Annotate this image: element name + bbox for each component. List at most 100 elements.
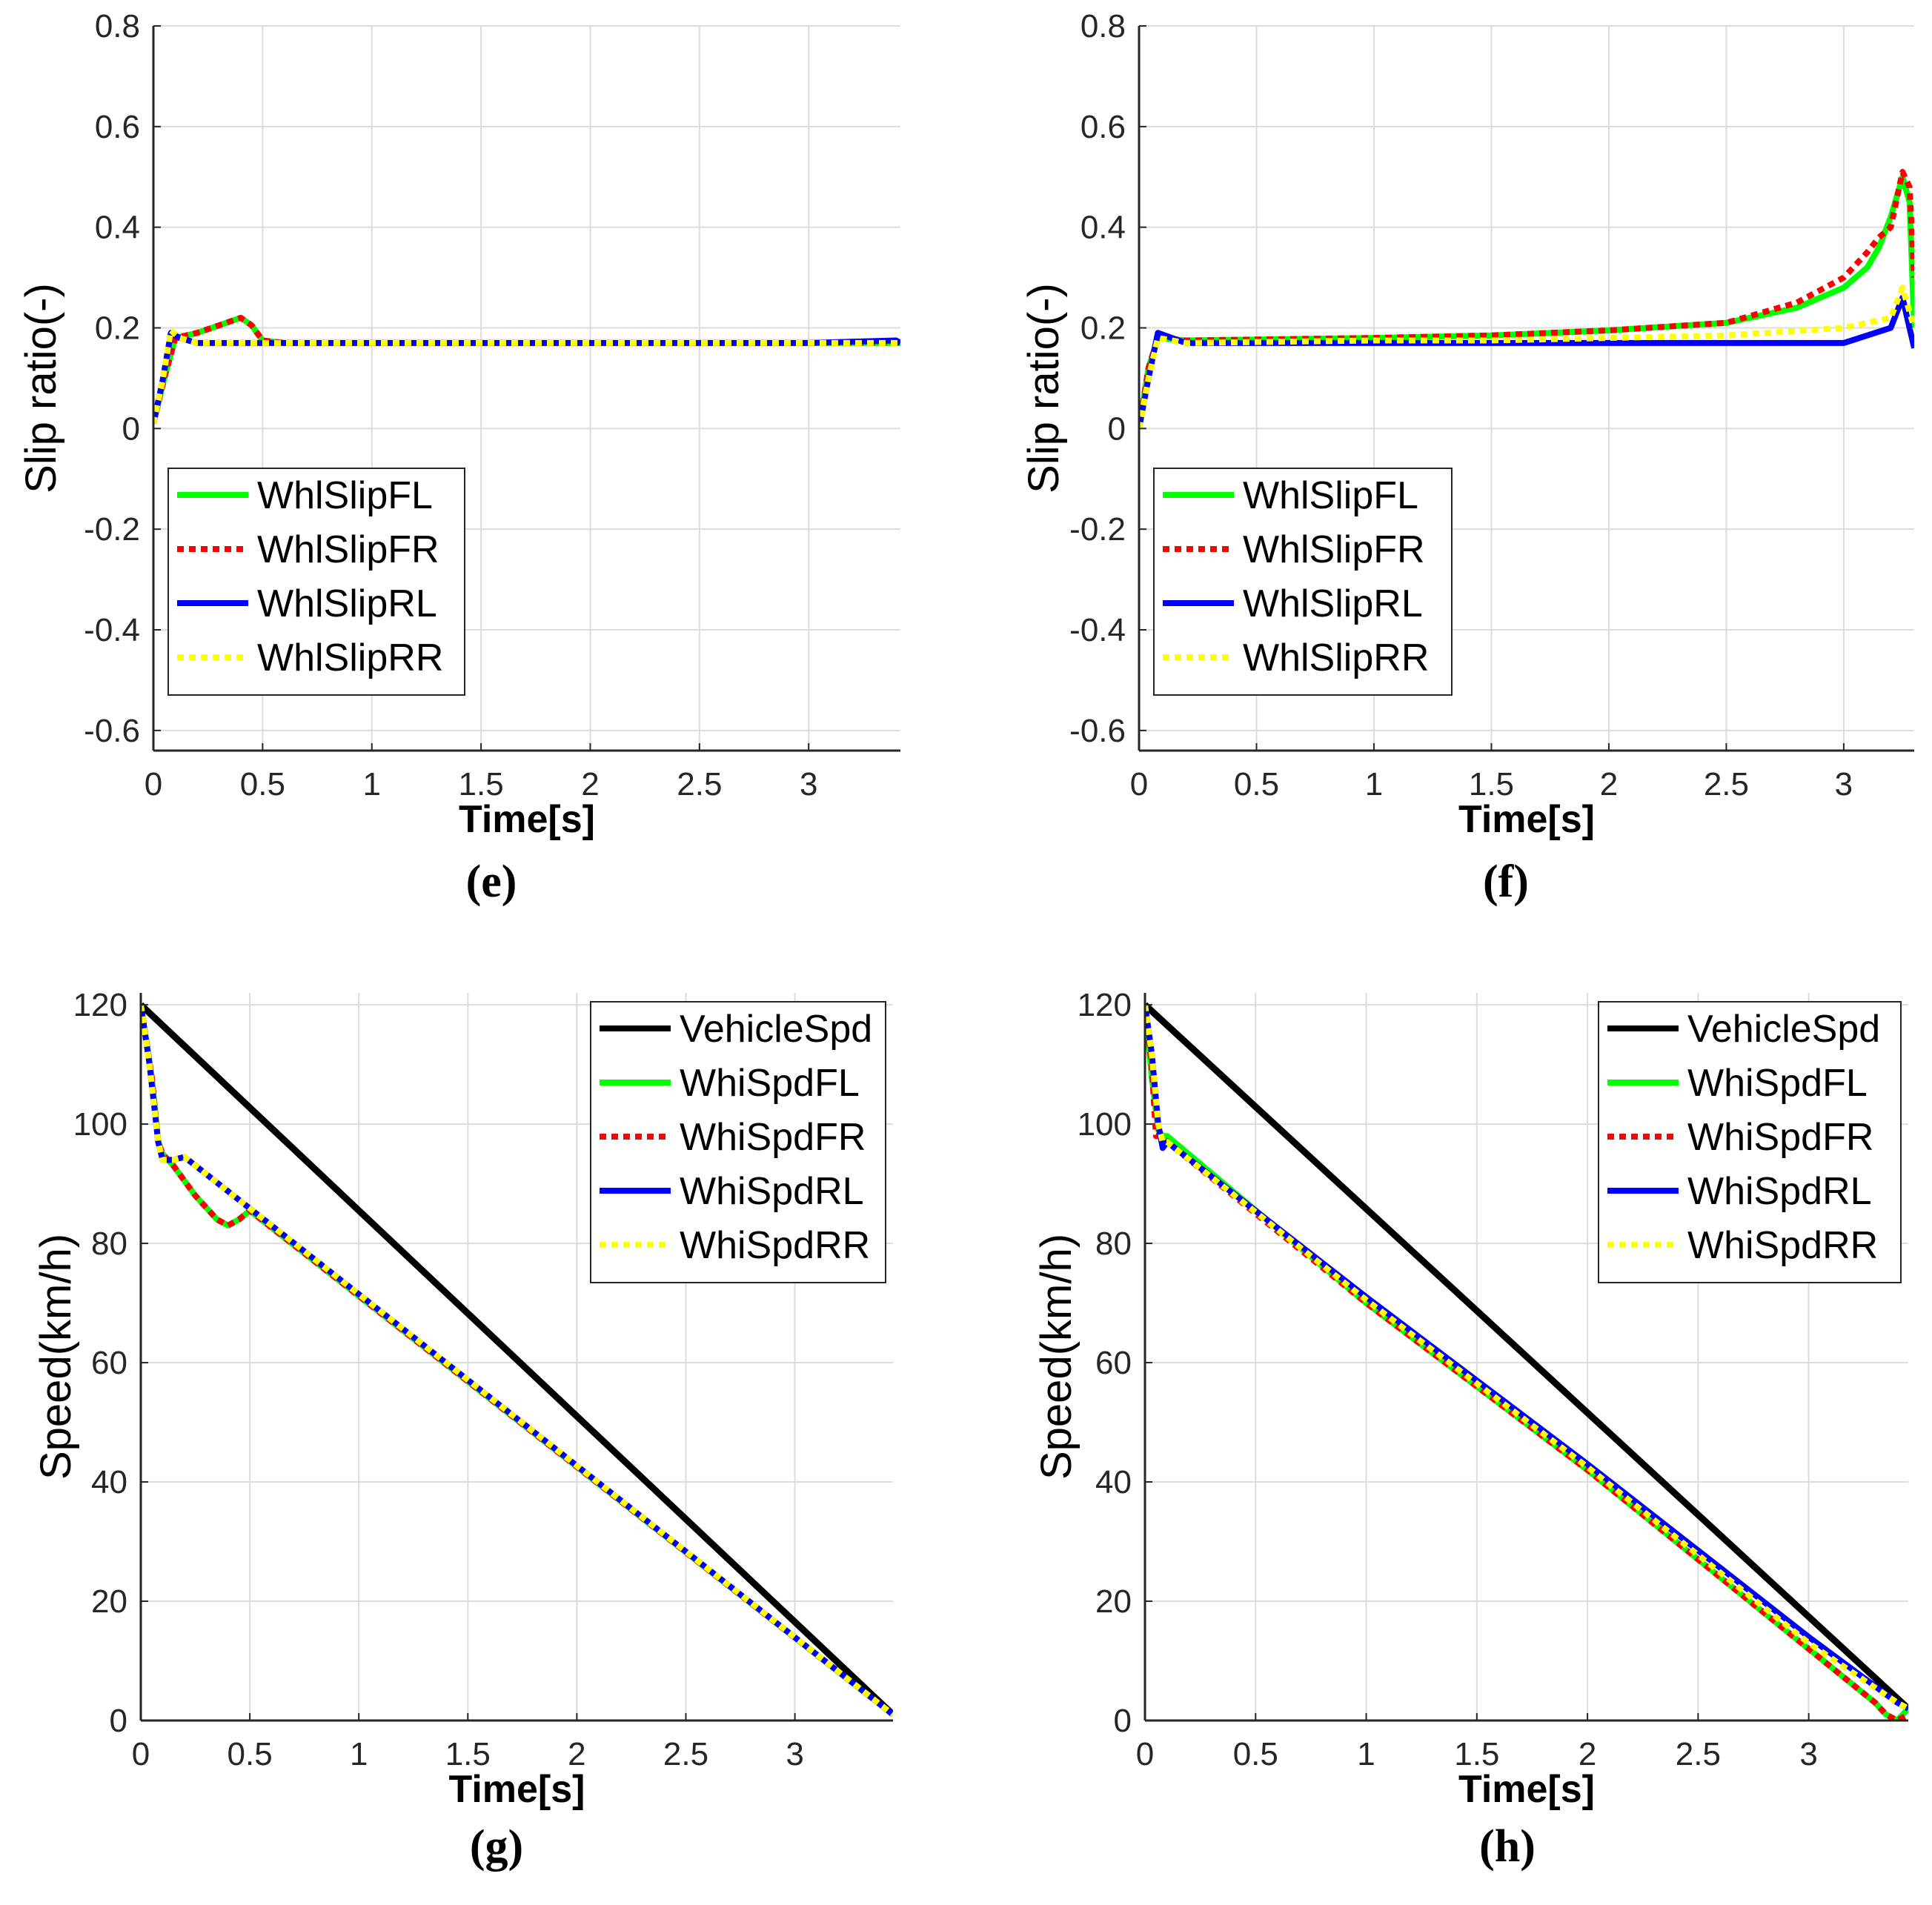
x-tick-label: 0.5 [228, 1736, 273, 1772]
x-tick-label: 2 [1579, 1736, 1596, 1772]
y-tick-label: 0 [110, 1703, 127, 1739]
series-group [153, 314, 900, 425]
x-tick-label: 1.5 [445, 1736, 491, 1772]
y-tick-label: -0.6 [1069, 713, 1126, 749]
y-tick-label: -0.2 [84, 511, 140, 548]
legend-label-WhiSpdRL: WhiSpdRL [1687, 1170, 1872, 1213]
x-tick-label: 0.5 [1233, 1736, 1278, 1772]
legend-label-WhiSpdFL: WhiSpdFL [1687, 1062, 1868, 1105]
series-group [1145, 1002, 1908, 1721]
x-tick-label: 0.5 [240, 766, 285, 802]
y-tick-label: 120 [73, 987, 127, 1023]
y-tick-label: 0.4 [1080, 210, 1126, 246]
y-tick-label: 0.6 [95, 109, 140, 145]
x-tick-label: 2.5 [1676, 1736, 1721, 1772]
x-tick-label: 3 [786, 1736, 803, 1772]
legend-label-WhiSpdRR: WhiSpdRR [680, 1224, 870, 1267]
legend: VehicleSpd WhiSpdFL WhiSpdFR WhiSpdRL WhiSpd… [1598, 1001, 1902, 1283]
panel-caption: (e) [466, 857, 517, 907]
series-group [1139, 169, 1914, 430]
chart-e: 0 0.5 1 1.5 2 2.5 3 -0.6 -0.4 -0.2 0 0.2 0.4 0.6 0.8 Ti… [17, 8, 900, 907]
y-tick-label: 0.2 [1080, 310, 1126, 347]
y-tick-label: -0.6 [84, 713, 140, 749]
y-tick-label: 120 [1078, 987, 1132, 1023]
series-group [141, 1002, 893, 1718]
y-tick-label: 40 [1095, 1464, 1132, 1500]
x-axis-label: Time[s] [449, 1768, 585, 1811]
y-tick-label: 0.2 [95, 310, 140, 347]
legend-label-VehicleSpd: VehicleSpd [680, 1008, 872, 1051]
y-axis-label: Slip ratio(-) [1020, 283, 1068, 493]
y-tick-label: 20 [1095, 1583, 1132, 1620]
legend-label-VehicleSpd: VehicleSpd [1687, 1008, 1880, 1051]
series-line-VehicleSpd [1145, 1002, 1908, 1712]
series-line-WhiSpdRR [141, 1004, 893, 1718]
x-tick-label: 3 [1799, 1736, 1817, 1772]
legend-label-WhlSlipRL: WhlSlipRL [1243, 582, 1423, 625]
legend: WhlSlipFL WhlSlipFR WhlSlipRL WhlSlipRR [1153, 468, 1453, 696]
x-tick-label: 0 [1130, 766, 1148, 802]
x-tick-label: 2 [1600, 766, 1618, 802]
series-line-WhlSlipRR [1139, 285, 1914, 430]
legend-box [590, 1001, 886, 1283]
chart-h: 0 0.5 1 1.5 2 2.5 3 0 20 40 60 80 100 120 Time[s] Speed… [1032, 987, 1908, 1872]
legend-label-WhiSpdRR: WhiSpdRR [1687, 1224, 1878, 1267]
y-axis-label: Speed(km/h) [32, 1234, 80, 1480]
series-line-WhiSpdRR [1145, 1004, 1908, 1712]
series-line-WhiSpdFR [141, 1004, 893, 1718]
x-tick-label: 0 [1136, 1736, 1154, 1772]
y-tick-label: -0.4 [1069, 612, 1126, 648]
x-tick-label: 3 [1835, 766, 1853, 802]
y-tick-label: 100 [1078, 1106, 1132, 1143]
x-tick-label: 1 [1357, 1736, 1375, 1772]
x-tick-label: 1 [1365, 766, 1383, 802]
legend-label-WhiSpdFL: WhiSpdFL [680, 1062, 860, 1105]
series-line-WhlSlipRL [1139, 294, 1914, 430]
legend-label-WhiSpdRL: WhiSpdRL [680, 1170, 864, 1213]
legend-label-WhlSlipRR: WhlSlipRR [257, 636, 443, 679]
x-axis-label: Time[s] [1458, 1768, 1595, 1811]
y-tick-label: 0.6 [1080, 109, 1126, 145]
x-axis-label: Time[s] [1458, 798, 1595, 841]
y-axis-label: Speed(km/h) [1032, 1234, 1080, 1480]
series-line-VehicleSpd [141, 1002, 893, 1718]
x-tick-label: 2.5 [663, 1736, 708, 1772]
y-tick-label: -0.2 [1069, 511, 1126, 548]
legend-box [1598, 1001, 1902, 1283]
panel-caption: (h) [1479, 1821, 1536, 1872]
y-tick-label: 0 [1114, 1703, 1132, 1739]
panel-caption: (f) [1483, 857, 1529, 907]
chart-f: 0 0.5 1 1.5 2 2.5 3 -0.6 -0.4 -0.2 0 0.2 0.4 0.6 0.8 Ti… [1020, 8, 1914, 907]
x-tick-label: 1.5 [459, 766, 504, 802]
y-tick-label: -0.4 [84, 612, 140, 648]
x-tick-label: 0 [132, 1736, 150, 1772]
x-tick-label: 1.5 [1454, 1736, 1499, 1772]
legend-label-WhlSlipFL: WhlSlipFL [257, 474, 433, 517]
y-tick-label: 60 [1095, 1345, 1132, 1381]
y-tick-label: 0 [122, 410, 140, 447]
y-tick-label: 0 [1108, 410, 1126, 447]
x-tick-label: 2.5 [677, 766, 722, 802]
x-tick-label: 3 [800, 766, 817, 802]
legend-label-WhlSlipFR: WhlSlipFR [1243, 528, 1425, 571]
x-tick-label: 0 [145, 766, 162, 802]
x-tick-label: 2 [581, 766, 599, 802]
y-tick-label: 100 [73, 1106, 127, 1143]
y-tick-label: 80 [91, 1226, 127, 1262]
legend-label-WhlSlipFL: WhlSlipFL [1243, 474, 1418, 517]
series-line-WhlSlipRR [153, 327, 900, 425]
y-tick-label: 20 [91, 1583, 127, 1620]
x-axis-label: Time[s] [459, 798, 595, 841]
x-tick-label: 2.5 [1704, 766, 1749, 802]
y-tick-label: 0.8 [1080, 8, 1126, 44]
legend-label-WhiSpdFR: WhiSpdFR [1687, 1116, 1873, 1159]
x-tick-label: 1.5 [1469, 766, 1514, 802]
y-axis-label: Slip ratio(-) [17, 283, 65, 493]
legend-label-WhlSlipRR: WhlSlipRR [1243, 636, 1429, 679]
legend-label-WhlSlipFR: WhlSlipFR [257, 528, 439, 571]
legend-label-WhiSpdFR: WhiSpdFR [680, 1116, 866, 1159]
y-tick-label: 80 [1095, 1226, 1132, 1262]
x-tick-label: 1 [362, 766, 380, 802]
y-tick-label: 60 [91, 1345, 127, 1381]
